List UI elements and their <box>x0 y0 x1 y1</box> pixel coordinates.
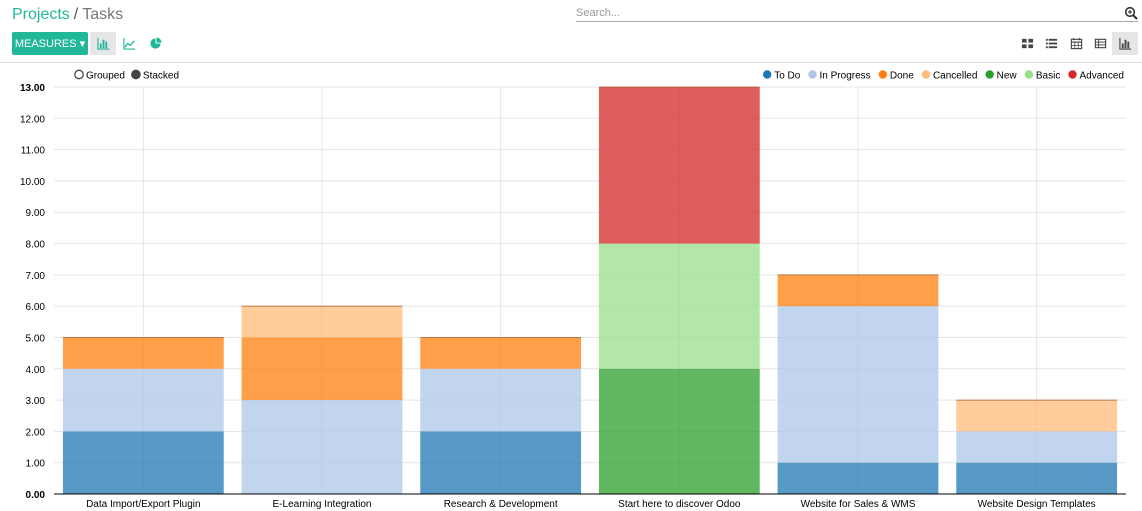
legend-label[interactable]: To Do <box>774 71 801 82</box>
bar-segment[interactable] <box>241 400 403 494</box>
legend-label[interactable]: Advanced <box>1080 71 1124 82</box>
bar-segment[interactable] <box>956 400 1118 432</box>
legend-dot[interactable] <box>762 70 772 79</box>
y-tick-label: 4.00 <box>26 365 46 376</box>
measures-label: MEASURES <box>14 38 77 50</box>
bar-segment[interactable] <box>420 337 582 369</box>
bar-segment[interactable] <box>420 431 582 494</box>
legend-label[interactable]: Basic <box>1036 71 1060 82</box>
y-tick-label: 13.00 <box>20 83 45 94</box>
y-tick-label: 10.00 <box>20 177 45 188</box>
line-chart-mode-button[interactable] <box>116 32 142 55</box>
search-bar <box>576 5 1138 22</box>
pivot-view-icon <box>1094 38 1106 49</box>
y-tick-label: 8.00 <box>26 240 46 251</box>
legend-label[interactable]: Done <box>890 71 914 82</box>
bar-segment[interactable] <box>777 462 939 494</box>
legend-dot[interactable] <box>985 70 994 79</box>
toolbar-divider <box>0 62 1142 63</box>
kanban-view-icon <box>1021 38 1033 49</box>
bar-segment[interactable] <box>241 306 403 338</box>
bar-segment[interactable] <box>420 368 582 432</box>
bar-segment[interactable] <box>62 431 224 494</box>
y-tick-label: 12.00 <box>20 114 45 125</box>
bar-segment[interactable] <box>777 306 939 463</box>
legend-dot[interactable] <box>1024 70 1034 79</box>
x-tick-label: Website for Sales & WMS <box>801 499 916 510</box>
x-tick-label: Data Import/Export Plugin <box>86 499 201 510</box>
y-tick-label: 9.00 <box>26 208 46 219</box>
line-chart-icon <box>122 37 135 50</box>
y-tick-label: 11.00 <box>21 146 46 157</box>
y-tick-label: 6.00 <box>26 302 46 313</box>
bar-segment[interactable] <box>241 337 403 401</box>
pie-chart-mode-button[interactable] <box>142 32 168 55</box>
x-tick-label: E-Learning Integration <box>273 499 372 510</box>
bar-chart-icon <box>96 37 109 50</box>
chart-control-radio[interactable] <box>131 69 141 80</box>
breadcrumb-current: Tasks <box>82 6 124 23</box>
stacked-bar-chart: 0.00 1.00 2.00 3.00 4.00 5.00 6.00 7.00 8.00 9.00… <box>20 69 1126 510</box>
bar-segment[interactable] <box>956 462 1118 494</box>
chart-control-label[interactable]: Stacked <box>143 71 179 82</box>
legend-dot[interactable] <box>808 70 817 79</box>
legend-dot[interactable] <box>878 70 888 79</box>
y-tick-label: 3.00 <box>26 396 46 407</box>
y-tick-label: 1.00 <box>26 459 46 470</box>
legend-label[interactable]: New <box>997 71 1018 82</box>
x-tick-label: Research & Development <box>444 499 558 510</box>
x-tick-label: Start here to discover Odoo <box>618 499 741 510</box>
graph-view-button[interactable] <box>1112 32 1138 55</box>
breadcrumb-projects-link[interactable]: Projects <box>12 6 70 23</box>
calendar-view-icon <box>1070 37 1082 50</box>
y-tick-label: 2.00 <box>26 427 46 438</box>
y-tick-label: 7.00 <box>26 271 46 282</box>
graph-view-icon <box>1118 37 1131 50</box>
bar-segment[interactable] <box>956 431 1118 463</box>
bar-segment[interactable] <box>62 368 224 432</box>
legend-label[interactable]: Cancelled <box>933 71 977 82</box>
breadcrumb-separator: / <box>73 6 79 23</box>
bar-segment[interactable] <box>598 368 760 494</box>
legend-label[interactable]: In Progress <box>820 71 871 82</box>
search-input[interactable] <box>576 5 1116 21</box>
legend-dot[interactable] <box>921 70 931 79</box>
search-icon[interactable] <box>1124 6 1138 20</box>
x-tick-label: Website Design Templates <box>978 499 1096 510</box>
bar-segment[interactable] <box>777 274 939 307</box>
breadcrumb: Projects / Tasks <box>12 5 123 25</box>
caret-down-icon: ▾ <box>79 38 86 50</box>
pivot-view-button[interactable] <box>1087 32 1113 55</box>
bar-chart-mode-button[interactable] <box>90 32 116 55</box>
list-view-icon <box>1045 38 1057 49</box>
pie-chart-icon <box>149 37 162 49</box>
list-view-button[interactable] <box>1038 32 1064 55</box>
bar-segment[interactable] <box>62 337 224 369</box>
calendar-view-button[interactable] <box>1063 32 1089 55</box>
chart-control-radio[interactable] <box>74 69 84 80</box>
bar-segment[interactable] <box>598 87 760 244</box>
measures-button[interactable]: MEASURES ▾ <box>12 32 88 55</box>
y-tick-label: 5.00 <box>26 333 46 344</box>
chart-control-label[interactable]: Grouped <box>86 71 125 82</box>
kanban-view-button[interactable] <box>1014 32 1040 55</box>
y-tick-label: 0.00 <box>26 490 46 501</box>
legend-dot[interactable] <box>1068 70 1077 79</box>
bar-segment[interactable] <box>598 243 760 369</box>
